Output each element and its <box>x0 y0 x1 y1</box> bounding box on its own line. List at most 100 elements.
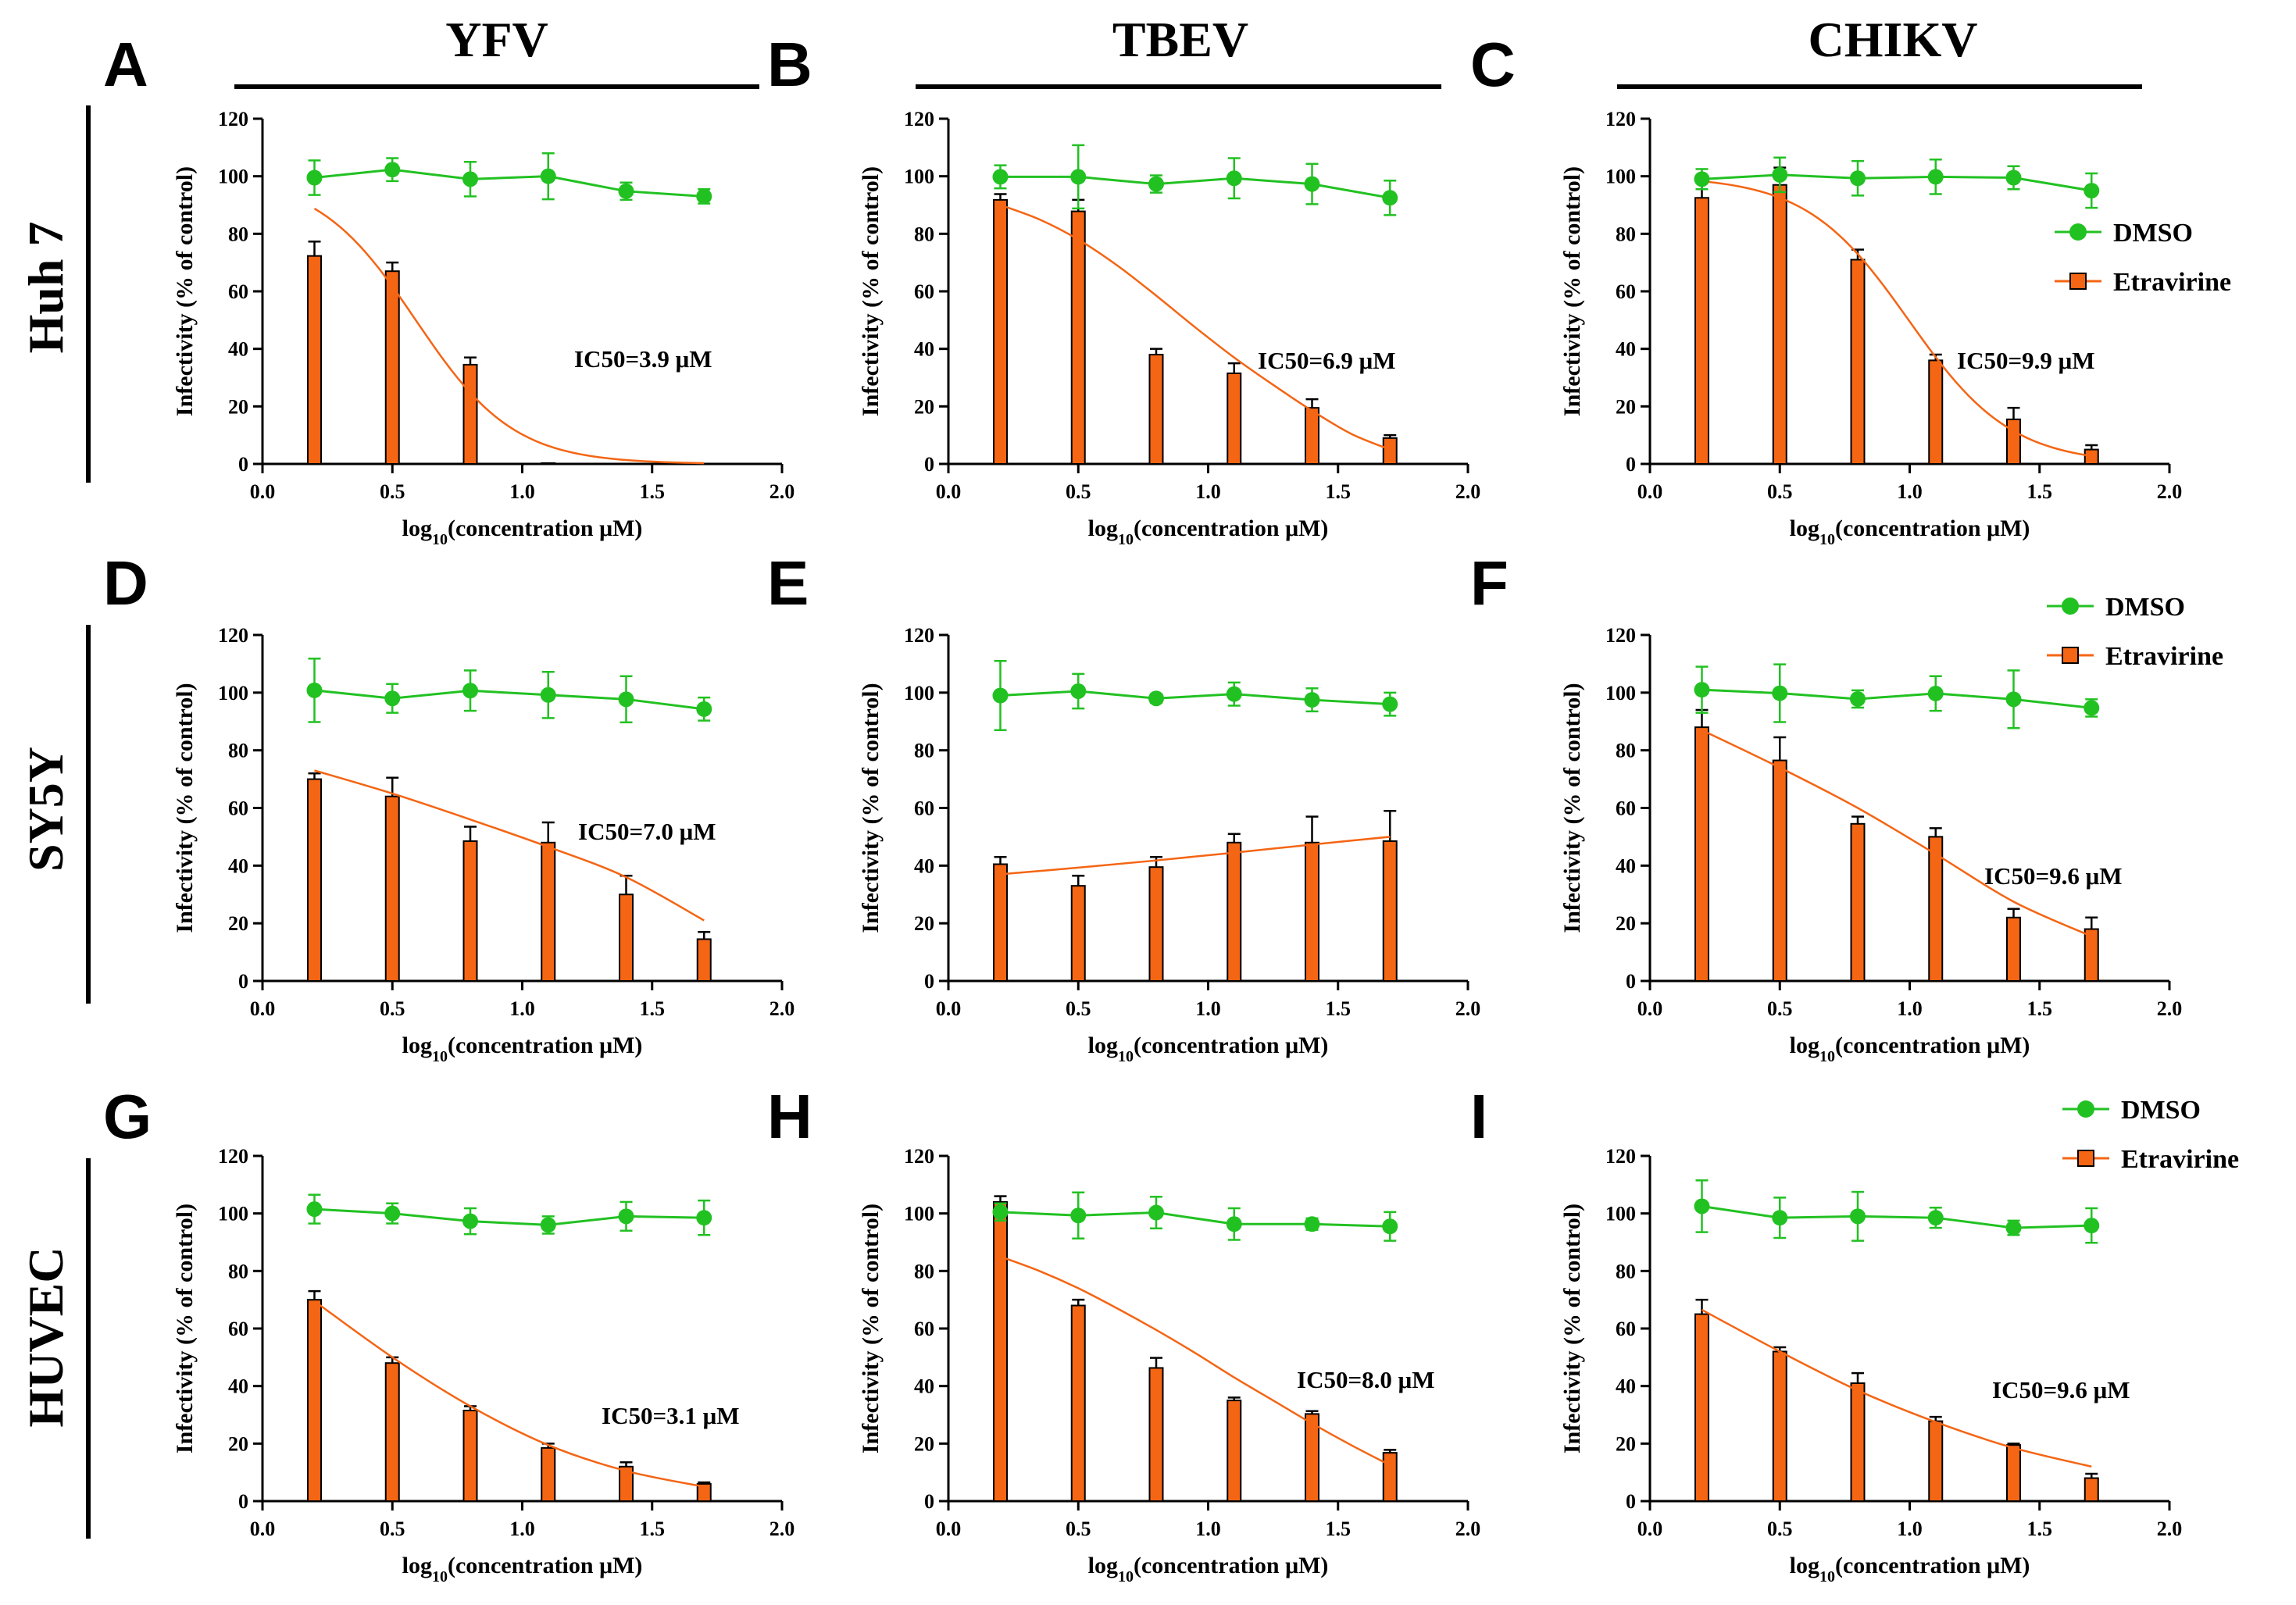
etravirine-fit-curve <box>1701 729 2092 937</box>
panel-c: C 0 20 40 60 80 100 120 0.0 0.5 1.0 1.5 2.0 log10(con… <box>1470 30 2231 548</box>
dmso-marker <box>1382 1218 1398 1235</box>
etravirine-bar <box>1148 354 1164 465</box>
dmso-line <box>314 168 705 198</box>
dmso-marker <box>2005 169 2022 186</box>
dmso-marker <box>2084 700 2100 716</box>
x-tick-label: 2.0 <box>769 480 795 503</box>
panel-i: I 0 20 40 60 80 100 120 0.0 0.5 1.0 1.5 2.0 log10(con… <box>1470 1082 2239 1585</box>
panel-f: F 0 20 40 60 80 100 120 0.0 0.5 1.0 1.5 2.0 log10(con… <box>1470 548 2223 1065</box>
y-tick-label: 40 <box>228 1375 248 1398</box>
x-tick-label: 0.5 <box>1066 997 1091 1020</box>
dmso-marker <box>696 1210 712 1226</box>
ic50-annotation: IC50=3.9 μM <box>574 345 712 373</box>
x-tick-label: 0.0 <box>936 997 962 1020</box>
y-tick-label: 20 <box>914 395 934 418</box>
x-tick-label: 1.5 <box>640 480 666 503</box>
legend: DMSO Etravirine <box>2055 219 2231 297</box>
dmso-marker <box>1850 1208 1866 1225</box>
y-tick-label: 20 <box>1616 1432 1636 1455</box>
x-axis-label-rest: (concentration μM) <box>448 515 642 541</box>
x-axis-label: log10(concentration μM) <box>1790 1033 2030 1065</box>
etravirine-fit-curve <box>1000 836 1391 876</box>
etravirine-bar <box>1305 841 1319 983</box>
panel-letter: D <box>103 548 148 618</box>
x-axis-label-subscript: 10 <box>1118 531 1134 548</box>
x-tick-label: 1.5 <box>2027 1518 2053 1540</box>
y-tick-label: 100 <box>218 166 248 188</box>
dmso-marker <box>540 168 556 184</box>
x-axis-label-subscript: 10 <box>432 531 448 548</box>
dmso-marker <box>1927 169 1944 185</box>
etravirine-bar <box>1148 866 1164 983</box>
y-tick-label: 100 <box>218 682 248 704</box>
row-title-sy5y: SY5Y <box>18 747 73 872</box>
dmso-marker <box>540 687 556 703</box>
y-tick-label: 60 <box>1616 797 1636 820</box>
etravirine-bar <box>1070 1304 1086 1502</box>
dmso-marker <box>1694 682 1710 698</box>
y-axis-label: Infectivity (% of control) <box>1559 1204 1585 1453</box>
y-tick-label: 120 <box>1605 1145 1636 1168</box>
x-axis-label-rest: (concentration μM) <box>1134 515 1328 541</box>
x-axis-label-rest: (concentration μM) <box>1835 1553 2030 1578</box>
panel-b: B 0 20 40 60 80 100 120 0.0 0.5 1.0 1.5 2.0 log10(con… <box>767 30 1480 548</box>
dmso-marker <box>384 1205 401 1222</box>
etravirine-bar <box>384 1362 400 1502</box>
x-tick-label: 2.0 <box>769 997 795 1020</box>
y-tick-label: 100 <box>904 682 934 704</box>
dmso-marker <box>1772 1210 1788 1226</box>
etravirine-bar <box>462 840 478 983</box>
etravirine-bar <box>1305 407 1319 465</box>
etravirine-bar <box>1772 1350 1787 1503</box>
dmso-marker <box>1148 1204 1164 1221</box>
y-tick-label: 40 <box>914 338 934 361</box>
dmso-marker <box>462 171 478 187</box>
legend-etravirine-label: Etravirine <box>2105 642 2223 671</box>
etravirine-bar <box>993 198 1008 465</box>
y-tick-label: 80 <box>914 740 934 762</box>
y-tick-label: 120 <box>1605 624 1636 647</box>
y-tick-label: 0 <box>924 453 934 476</box>
y-tick-label: 0 <box>238 970 248 993</box>
etravirine-bar <box>1694 1313 1709 1503</box>
legend-etravirine-label: Etravirine <box>2113 268 2231 297</box>
x-tick-label: 0.0 <box>250 480 276 503</box>
dmso-marker <box>618 183 634 199</box>
x-axis-label: log10(concentration μM) <box>402 1033 643 1065</box>
y-tick-label: 60 <box>914 280 934 303</box>
legend-dmso-marker <box>2077 1100 2094 1118</box>
y-tick-label: 80 <box>1616 1260 1636 1282</box>
x-tick-label: 1.0 <box>1195 997 1221 1020</box>
etravirine-bar <box>1382 840 1398 983</box>
legend: DMSO Etravirine <box>2062 1096 2239 1174</box>
x-tick-label: 0.0 <box>1637 997 1663 1020</box>
column-title-chikv: CHIKV <box>1809 12 1978 67</box>
y-tick-label: 80 <box>914 223 934 245</box>
x-tick-label: 2.0 <box>1455 480 1481 503</box>
x-axis-label-subscript: 10 <box>432 1568 448 1585</box>
etravirine-bar <box>541 841 556 983</box>
y-tick-label: 20 <box>228 395 248 418</box>
row-title-huvec: HUVEC <box>18 1247 73 1427</box>
dmso-marker <box>1772 166 1788 183</box>
legend-etravirine-marker <box>2077 1150 2094 1167</box>
x-axis-label: log10(concentration μM) <box>1790 1553 2030 1585</box>
dmso-marker <box>2084 183 2100 199</box>
x-tick-label: 1.5 <box>1326 997 1352 1020</box>
dmso-line <box>1701 173 2092 192</box>
etravirine-bar <box>462 363 478 465</box>
legend-etravirine-label: Etravirine <box>2121 1145 2239 1174</box>
x-tick-label: 1.0 <box>1897 1518 1923 1540</box>
dmso-marker <box>1304 1216 1320 1232</box>
y-tick-label: 80 <box>1616 740 1636 762</box>
x-tick-label: 0.5 <box>1767 997 1793 1020</box>
y-tick-label: 120 <box>218 624 248 647</box>
etravirine-bar <box>384 795 400 982</box>
panel-letter: B <box>767 30 812 99</box>
x-tick-label: 2.0 <box>1455 1518 1481 1540</box>
dmso-marker <box>1148 176 1164 192</box>
y-tick-label: 80 <box>914 1260 934 1282</box>
y-tick-label: 20 <box>228 1432 248 1455</box>
x-axis-label: log10(concentration μM) <box>402 515 643 548</box>
etravirine-bar <box>384 270 400 465</box>
